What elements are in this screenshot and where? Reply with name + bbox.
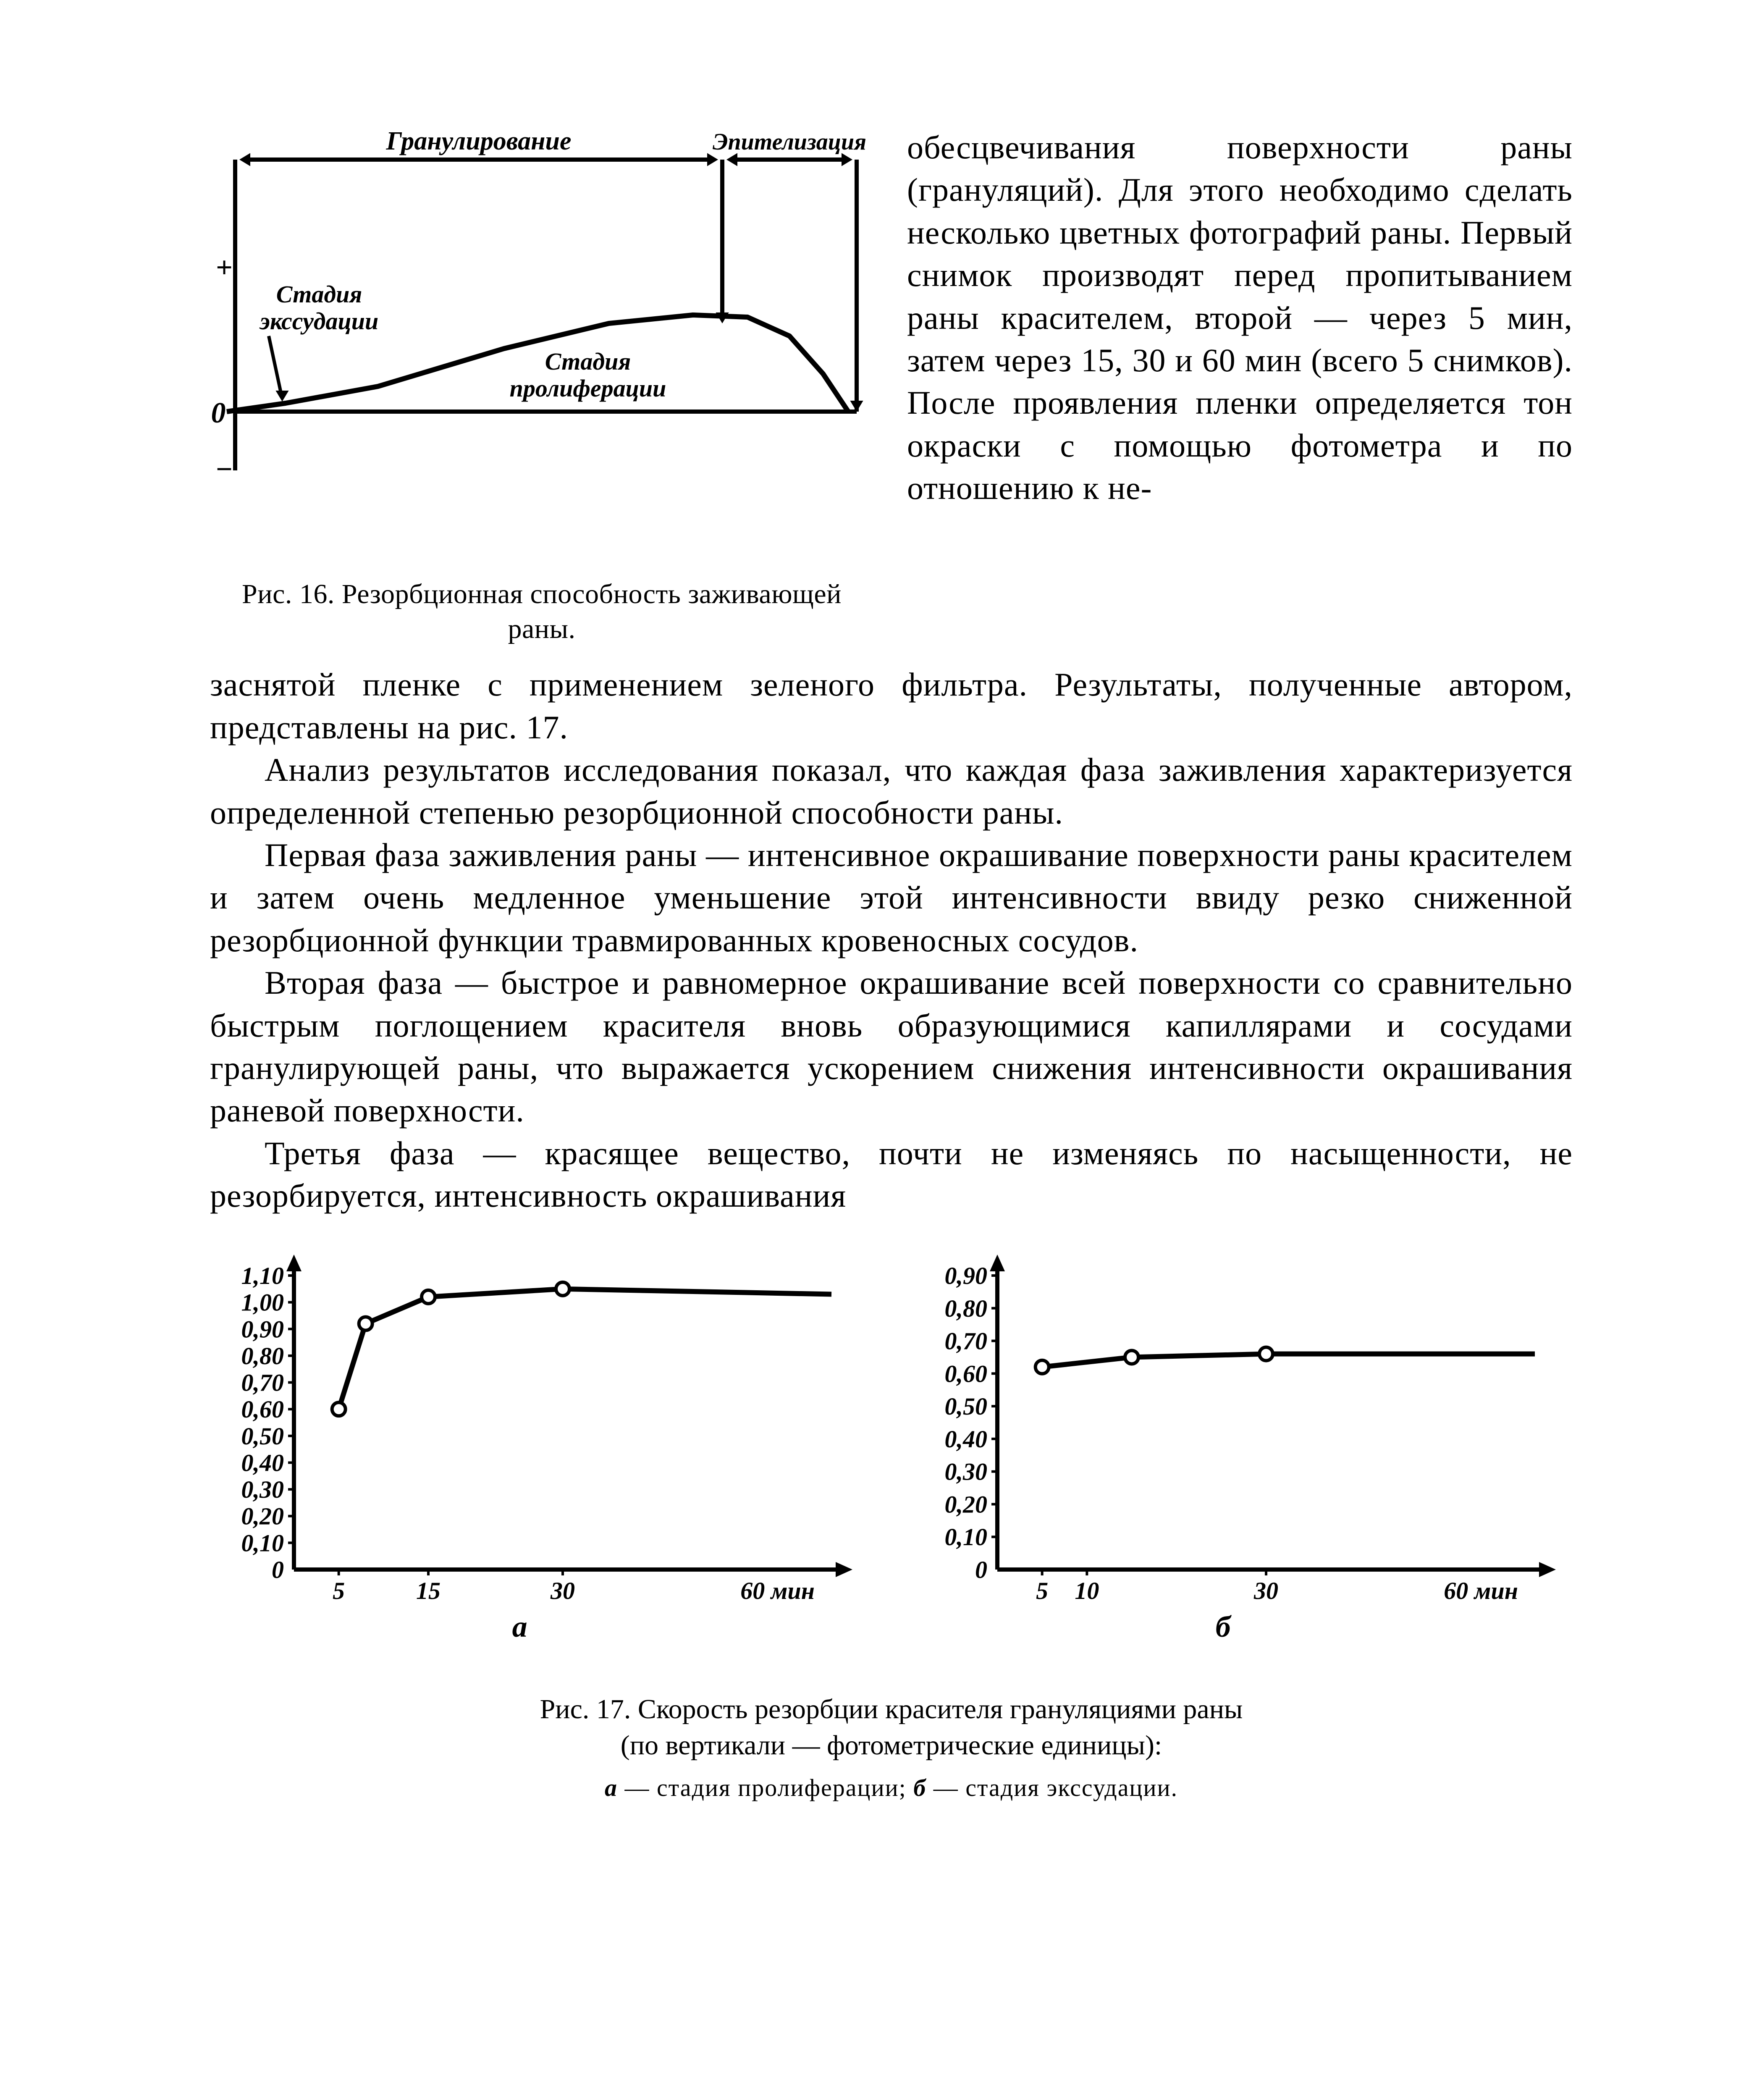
svg-text:30: 30 — [1253, 1577, 1278, 1604]
svg-text:пролиферации: пролиферации — [510, 375, 666, 402]
page: ГранулированиеЭпителизация+0−Стадияэкссу… — [0, 0, 1749, 2100]
para-cont1: заснятой пленке с применением зеленого ф… — [210, 663, 1573, 748]
para-3: Первая фаза заживления раны — интенсивно… — [210, 834, 1573, 961]
svg-text:0: 0 — [272, 1556, 284, 1583]
svg-text:30: 30 — [550, 1577, 575, 1604]
svg-text:Стадия: Стадия — [276, 281, 362, 308]
figure-17-caption-line2: (по вертикали — фотометрические единицы)… — [621, 1730, 1162, 1761]
figure-16-svg: ГранулированиеЭпителизация+0−Стадияэкссу… — [210, 126, 873, 554]
svg-text:1,10: 1,10 — [241, 1262, 284, 1289]
sub-a-text: — стадия пролиферации; — [624, 1774, 913, 1801]
svg-text:60 мин: 60 мин — [1444, 1577, 1518, 1604]
svg-text:0,90: 0,90 — [241, 1316, 284, 1343]
figure-17-subcaption: а — стадия пролиферации; б — стадия эксс… — [210, 1772, 1573, 1803]
svg-text:60 мин: 60 мин — [740, 1577, 815, 1604]
svg-text:10: 10 — [1075, 1577, 1099, 1604]
svg-text:0: 0 — [211, 397, 226, 429]
svg-text:0,10: 0,10 — [945, 1524, 988, 1551]
svg-text:а: а — [512, 1610, 527, 1643]
svg-text:0,30: 0,30 — [241, 1476, 284, 1504]
right-text: обесцвечивания поверхности раны (грануля… — [907, 129, 1573, 506]
svg-text:0,10: 0,10 — [241, 1530, 284, 1557]
svg-text:б: б — [1216, 1610, 1232, 1643]
svg-text:0,80: 0,80 — [945, 1295, 988, 1322]
svg-text:0,20: 0,20 — [945, 1491, 988, 1518]
svg-text:Эпителизация: Эпителизация — [713, 129, 866, 155]
svg-text:5: 5 — [333, 1577, 345, 1604]
svg-text:0,90: 0,90 — [945, 1262, 988, 1289]
svg-text:Стадия: Стадия — [545, 348, 631, 375]
svg-text:0: 0 — [975, 1556, 987, 1583]
figure-17-caption-line1: Рис. 17. Скорость резорбции красителя гр… — [540, 1694, 1243, 1725]
figure-17a-svg: 1,101,000,900,800,700,600,500,400,300,20… — [210, 1242, 869, 1670]
svg-text:0,30: 0,30 — [945, 1458, 988, 1486]
svg-text:Гранулирование: Гранулирование — [386, 127, 572, 155]
svg-text:0,40: 0,40 — [241, 1449, 284, 1477]
svg-text:0,60: 0,60 — [241, 1396, 284, 1423]
svg-text:0,50: 0,50 — [945, 1393, 988, 1420]
svg-text:5: 5 — [1036, 1577, 1048, 1604]
svg-text:0,50: 0,50 — [241, 1423, 284, 1450]
svg-text:0,70: 0,70 — [241, 1369, 284, 1396]
svg-text:0,60: 0,60 — [945, 1360, 988, 1388]
svg-text:экссудации: экссудации — [259, 307, 378, 335]
sub-a-letter: а — [605, 1774, 618, 1801]
right-column-text: обесцвечивания поверхности раны (грануля… — [907, 126, 1573, 646]
svg-text:+: + — [216, 252, 233, 284]
svg-text:−: − — [216, 453, 233, 486]
para-2: Анализ результатов исследования показал,… — [210, 748, 1573, 834]
figure-16: ГранулированиеЭпителизация+0−Стадияэкссу… — [210, 126, 873, 646]
svg-text:0,70: 0,70 — [945, 1328, 988, 1355]
svg-text:0,80: 0,80 — [241, 1342, 284, 1370]
figure-16-caption: Рис. 16. Резорбционная способность зажив… — [210, 577, 873, 646]
svg-text:0,40: 0,40 — [945, 1425, 988, 1453]
sub-b-text: — стадия экссудации. — [933, 1774, 1178, 1801]
svg-text:1,00: 1,00 — [241, 1289, 284, 1316]
svg-text:15: 15 — [416, 1577, 441, 1604]
figure-17: 1,101,000,900,800,700,600,500,400,300,20… — [210, 1242, 1573, 1670]
sub-b-letter: б — [913, 1774, 926, 1801]
figure-17b-svg: 0,90 0,80 0,70 0,60 0,50 0,40 0,30 0,20 0,10 0 5 10… — [913, 1242, 1573, 1670]
top-row: ГранулированиеЭпителизация+0−Стадияэкссу… — [210, 126, 1573, 646]
para-5: Третья фаза — красящее вещество, почти н… — [210, 1132, 1573, 1217]
svg-text:0,20: 0,20 — [241, 1503, 284, 1530]
para-4: Вторая фаза — быстрое и равномерное окра… — [210, 961, 1573, 1132]
figure-17-caption: Рис. 17. Скорость резорбции красителя гр… — [210, 1691, 1573, 1764]
